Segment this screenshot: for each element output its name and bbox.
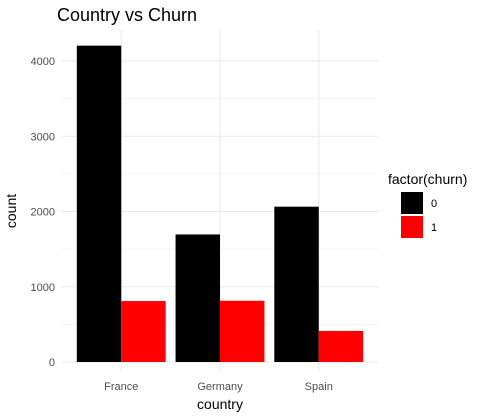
legend-key-0	[401, 192, 423, 214]
x-tick-label: Germany	[197, 381, 243, 393]
x-axis-label: country	[197, 396, 243, 412]
y-tick-label: 4000	[31, 56, 55, 68]
bar-germany-churn-1	[220, 300, 265, 362]
bar-spain-churn-1	[318, 330, 364, 362]
bar-france-churn-0	[76, 45, 122, 363]
bar-germany-churn-0	[175, 234, 220, 362]
legend-label-1: 1	[431, 222, 437, 234]
y-tick-label: 3000	[31, 131, 55, 143]
y-tick-label: 1000	[31, 282, 55, 294]
legend-title: factor(churn)	[388, 171, 467, 187]
bar-france-churn-1	[121, 301, 166, 362]
legend-key-1	[401, 216, 423, 238]
y-tick-label: 2000	[31, 207, 55, 219]
bars	[76, 45, 364, 363]
x-axis-ticks: France Germany Spain	[104, 381, 333, 393]
legend: factor(churn) 0 1	[388, 171, 467, 238]
x-tick-label: France	[104, 381, 138, 393]
legend-label-0: 0	[431, 198, 437, 210]
x-tick-label: Spain	[305, 381, 333, 393]
chart-title: Country vs Churn	[57, 5, 197, 25]
bar-spain-churn-0	[274, 206, 319, 362]
y-tick-label: 0	[49, 357, 55, 369]
y-axis-label: count	[3, 194, 19, 228]
y-axis-ticks: 0 1000 2000 3000 4000	[31, 56, 55, 369]
